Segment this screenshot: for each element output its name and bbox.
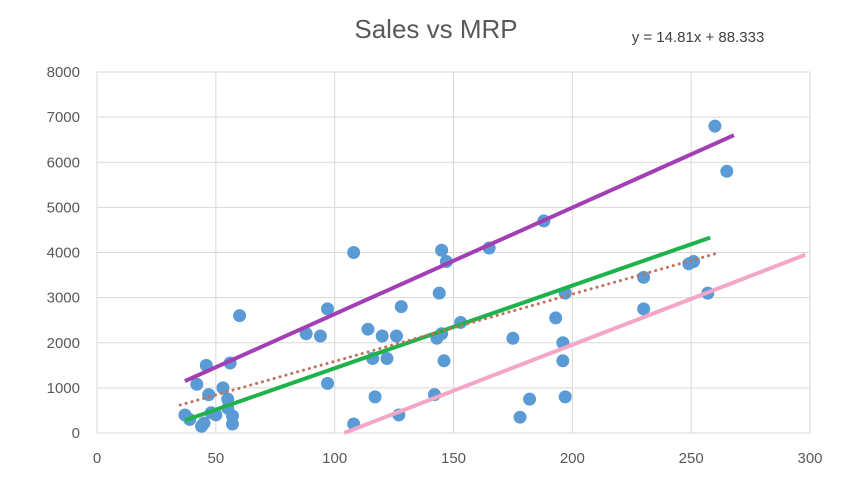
- data-point: [523, 392, 537, 406]
- gridlines: [96, 71, 811, 434]
- data-point: [637, 302, 651, 316]
- data-point: [435, 243, 449, 257]
- data-point: [190, 377, 204, 391]
- x-tick-label: 150: [441, 450, 466, 467]
- data-point: [368, 390, 382, 404]
- data-point: [437, 354, 451, 368]
- x-tick-label: 0: [93, 450, 101, 467]
- data-point: [556, 354, 570, 368]
- y-tick-label: 0: [72, 425, 80, 442]
- data-point: [225, 409, 239, 423]
- trend-line: [184, 133, 735, 383]
- y-tick-label: 8000: [47, 64, 80, 81]
- data-point: [321, 302, 335, 316]
- axes: 0 1000 2000 3000 4000 5000 6000 7000 8000 0 50 100 1…: [47, 64, 823, 467]
- data-point: [506, 331, 520, 345]
- y-tick-label: 5000: [47, 199, 80, 216]
- data-point: [394, 300, 408, 314]
- y-tick-label: 4000: [47, 245, 80, 262]
- data-point: [708, 119, 722, 133]
- chart-title: Sales vs MRP: [354, 14, 517, 44]
- data-points: [178, 119, 734, 433]
- trendline-equation: y = 14.81x + 88.333: [632, 29, 765, 46]
- data-point: [299, 327, 313, 341]
- x-tick-label: 250: [679, 450, 704, 467]
- data-point: [558, 390, 572, 404]
- x-tick-label: 50: [207, 450, 224, 467]
- trend-line: [343, 252, 806, 435]
- data-point: [637, 270, 651, 284]
- data-point: [202, 388, 216, 402]
- y-tick-label: 3000: [47, 290, 80, 307]
- data-point: [321, 376, 335, 390]
- trend-line: [184, 235, 711, 423]
- data-point: [313, 329, 327, 343]
- x-tick-label: 300: [797, 450, 822, 467]
- data-point: [549, 311, 563, 325]
- data-point: [389, 329, 403, 343]
- data-point: [197, 416, 211, 430]
- data-point: [375, 329, 389, 343]
- y-tick-label: 2000: [47, 335, 80, 352]
- data-point: [361, 322, 375, 336]
- y-tick-label: 7000: [47, 109, 80, 126]
- data-point: [233, 309, 247, 323]
- data-point: [380, 352, 394, 366]
- data-point: [720, 164, 734, 178]
- trend-line: [178, 251, 722, 407]
- trend-lines: [178, 133, 806, 435]
- data-point: [347, 246, 361, 259]
- y-tick-label: 6000: [47, 154, 80, 171]
- x-tick-label: 200: [560, 450, 585, 467]
- y-tick-label: 1000: [47, 380, 80, 397]
- data-point: [513, 410, 527, 424]
- data-point: [687, 255, 701, 269]
- data-point: [432, 286, 446, 300]
- x-tick-label: 100: [322, 450, 347, 467]
